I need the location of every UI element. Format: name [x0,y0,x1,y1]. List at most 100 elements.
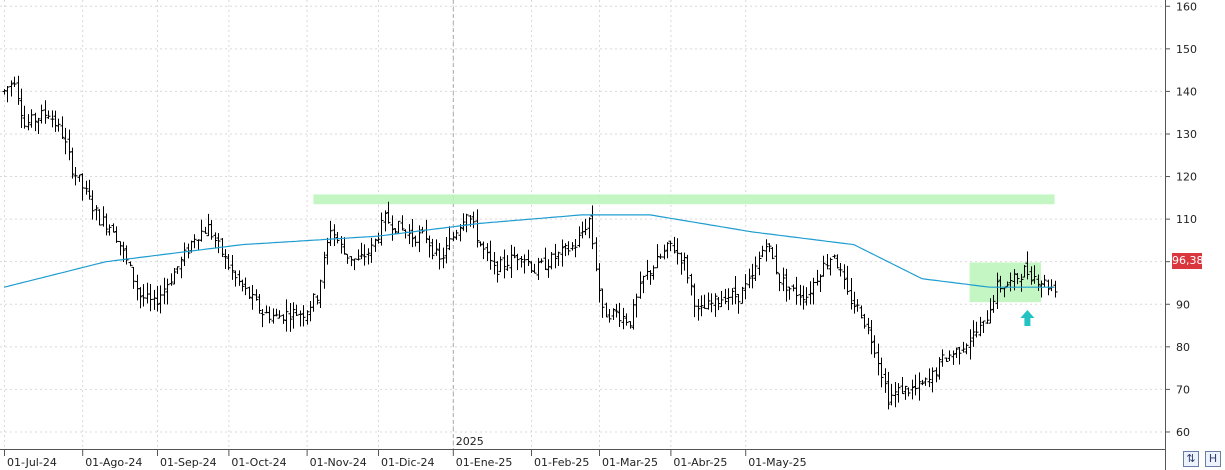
ohlc-bar [702,294,707,309]
scroll-button[interactable]: ⇅ [1183,451,1199,467]
ohlc-bar [951,350,956,365]
ohlc-bar [617,302,622,327]
ohlc-bar [400,215,405,231]
ohlc-bar [947,350,952,361]
ohlc-bar [665,242,670,259]
ohlc-bar [832,254,837,259]
ohlc-bar [815,269,820,286]
ohlc-bar [475,209,480,248]
ohlc-bar [730,288,735,305]
ohlc-bar [896,383,901,403]
ohlc-bar [957,346,962,365]
ohlc-bar [553,243,558,269]
x-tick-label: 01-Dic-24 [381,456,435,469]
ohlc-bar [679,252,684,275]
ohlc-bar [862,313,867,329]
ohlc-bar [417,225,422,253]
ohlc-bar [461,213,466,231]
ohlc-bar [964,343,969,355]
ohlc-bar [699,295,704,317]
ohlc-bar [866,317,871,335]
ohlc-bar [750,263,755,289]
ohlc-bar [39,104,44,124]
ohlc-bar [838,263,843,277]
ohlc-bar [182,242,187,266]
ohlc-bar [43,100,48,124]
ohlc-bar [961,341,966,353]
ohlc-bar [685,254,690,284]
ohlc-bar [849,278,854,310]
ohlc-bar [546,259,551,278]
ohlc-bar [16,75,21,105]
ohlc-bar [29,109,34,128]
ohlc-bar [583,218,588,236]
ohlc-bar [906,387,911,397]
ohlc-bar [356,249,361,261]
ohlc-bar [407,224,412,245]
ohlc-bar [645,259,650,280]
ohlc-bar [223,249,228,270]
ohlc-bar [271,308,276,324]
ohlc-bar [587,217,592,239]
ohlc-bar [668,240,673,252]
ohlc-bar [532,263,537,274]
ohlc-bar [60,116,65,140]
ohlc-bar [781,267,786,292]
ohlc-bar [281,314,286,324]
ohlc-bar [114,226,119,243]
ohlc-bar [226,254,231,270]
ohlc-bar [1053,280,1058,298]
ohlc-bar [101,206,106,227]
ohlc-bar [342,237,347,255]
ohlc-bar [988,298,993,324]
ohlc-bar [662,244,667,260]
ohlc-bar [798,284,803,306]
ohlc-bar [498,256,503,273]
support-zone [969,262,1041,303]
y-tick-label: 120 [1176,171,1197,184]
save-button[interactable]: H [1205,451,1221,467]
ohlc-bar [634,293,639,318]
ohlc-bar [128,261,133,267]
ohlc-bar [196,239,201,250]
ohlc-bar [893,381,898,408]
ohlc-bar [145,282,150,304]
ohlc-bar [522,254,527,274]
ohlc-bar [274,308,279,317]
ohlc-bar [927,368,932,388]
ohlc-bar [944,357,949,362]
ohlc-bar [801,285,806,310]
ohlc-bar [427,235,432,258]
ohlc-bar [376,232,381,244]
ohlc-bar [859,305,864,319]
ohlc-bar [628,321,633,329]
ohlc-bar [12,76,17,88]
ohlc-bar [743,274,748,300]
ohlc-bar [1022,265,1027,278]
ohlc-bar [934,367,939,383]
ohlc-bar [879,357,884,388]
y-tick-label: 140 [1176,85,1197,98]
ohlc-bar [63,127,68,155]
ohlc-bar [254,289,259,301]
ohlc-bar [903,385,908,400]
ohlc-bar [260,308,265,328]
ohlc-bar [631,299,636,330]
ohlc-bar [165,278,170,305]
y-tick-label: 60 [1176,426,1190,439]
ohlc-bar [784,268,789,302]
ohlc-bar [658,253,663,259]
x-tick-label: 01-Feb-25 [534,456,589,469]
ohlc-bar [284,299,289,332]
ohlc-bar [1015,272,1020,285]
ohlc-bar [118,241,123,256]
ohlc-bar [5,86,10,103]
ohlc-bar [821,255,826,277]
ohlc-bar [478,241,483,247]
ohlc-bar [90,190,95,220]
ohlc-bar [352,258,357,271]
x-axis: 01-Jul-24 01-Ago-24 01-Sep-24 01-Oct-24 01-N… [0,435,1165,469]
ohlc-bar [1039,280,1044,298]
ohlc-bar [46,110,51,119]
up-arrow-marker [1020,310,1035,326]
